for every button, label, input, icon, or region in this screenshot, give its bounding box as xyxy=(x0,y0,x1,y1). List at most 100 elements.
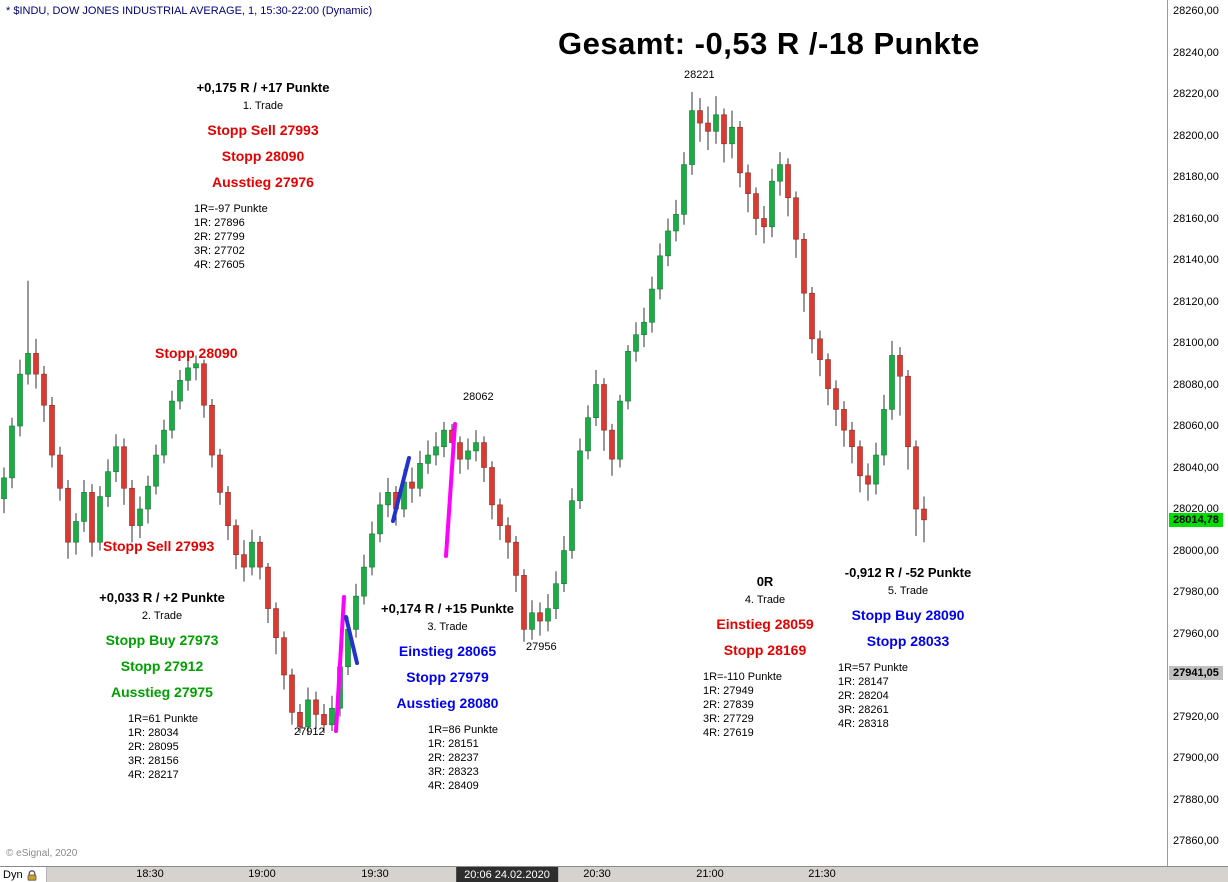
price-axis-label: 28040,00 xyxy=(1173,461,1219,474)
time-tick-label: 19:30 xyxy=(361,868,389,880)
trade-r-levels: 1R=57 Punkte 1R: 28147 2R: 28204 3R: 28261 4… xyxy=(838,661,988,731)
trade-r-line: 1R: 28151 xyxy=(428,738,479,750)
trade-action-line: Stopp 27912 xyxy=(120,658,204,674)
trade-action-line: Stopp 28033 xyxy=(866,633,950,649)
price-axis-label: 28100,00 xyxy=(1173,337,1219,349)
trade-r-line: 3R: 27702 xyxy=(194,245,245,257)
session-date-highlight: 20:06 24.02.2020 xyxy=(456,867,558,882)
trade-r-line: 3R: 27729 xyxy=(703,713,754,725)
trade-r-line: 2R: 27799 xyxy=(194,231,245,243)
trade-r-line: 1R: 28034 xyxy=(128,727,179,739)
lock-icon[interactable] xyxy=(27,869,37,881)
chart-area[interactable]: * $INDU, DOW JONES INDUSTRIAL AVERAGE, 1… xyxy=(0,0,1168,866)
time-tick-label: 21:30 xyxy=(808,868,836,880)
trade-action-line: Einstieg 28065 xyxy=(398,643,497,659)
trade-annotation-3[interactable]: +0,174 R / +15 Punkte 3. Trade Einstieg 28… xyxy=(365,601,530,793)
candle-bodies xyxy=(1,110,927,728)
trade-result: +0,175 R / +17 Punkte xyxy=(196,80,330,95)
trade-r-line: 4R: 27619 xyxy=(703,727,754,739)
time-tick-row: 18:30 19:00 19:30 20:30 21:00 21:30 20:06 24.0… xyxy=(0,867,1228,882)
trade-r-line: 2R: 28095 xyxy=(128,741,179,753)
chart-text-label[interactable]: 28221 xyxy=(684,69,715,81)
trade-name: 4. Trade xyxy=(744,594,786,606)
price-axis-label: 28000,00 xyxy=(1173,544,1219,557)
trade-name: 3. Trade xyxy=(427,621,468,633)
trade-result: -0,912 R / -52 Punkte xyxy=(844,565,972,580)
trade-result: +0,174 R / +15 Punkte xyxy=(381,601,514,616)
trade-r-line: 2R: 28237 xyxy=(428,752,479,764)
trade-name: 2. Trade xyxy=(141,610,183,622)
summary-heading[interactable]: Gesamt: -0,53 R /-18 Punkte xyxy=(558,26,980,61)
chart-text-label[interactable]: 27912 xyxy=(294,726,325,738)
price-axis-label: 28200,00 xyxy=(1173,129,1219,142)
trade-r-line: 4R: 28318 xyxy=(838,718,889,730)
price-axis[interactable]: 28260,00 28240,00 28220,00 28200,00 28180,00… xyxy=(1168,0,1228,866)
chart-text-label[interactable]: 28062 xyxy=(463,391,494,403)
trade-action-line: Stopp 28090 xyxy=(221,148,305,164)
time-tick-label: 21:00 xyxy=(696,868,724,880)
trade-result: +0,033 R / +2 Punkte xyxy=(99,590,225,605)
trend-lines[interactable] xyxy=(334,422,457,733)
price-axis-label: 28120,00 xyxy=(1173,295,1219,308)
trade-r-line: 1R: 27896 xyxy=(194,217,245,229)
trade-r-head: 1R=61 Punkte xyxy=(128,713,199,725)
price-axis-label: 27860,00 xyxy=(1173,835,1219,847)
trade-r-line: 3R: 28261 xyxy=(838,704,889,716)
trade-result: 0R xyxy=(756,574,774,589)
trade-action-line: Ausstieg 28080 xyxy=(396,695,499,711)
time-tick-label: 19:00 xyxy=(248,868,276,880)
trade-r-line: 1R: 27949 xyxy=(703,685,754,697)
price-axis-label: 28020,00 xyxy=(1173,503,1219,515)
price-level-tag: 27941,05 xyxy=(1169,665,1223,680)
trade-action-line: Stopp Buy 28090 xyxy=(851,607,965,623)
price-axis-label: 28180,00 xyxy=(1173,171,1219,183)
trade-r-line: 4R: 27605 xyxy=(194,259,245,271)
trade-action-line: Ausstieg 27976 xyxy=(212,174,314,190)
trade-r-levels: 1R=86 Punkte 1R: 28151 2R: 28237 3R: 28323 4… xyxy=(428,723,530,793)
price-axis-label: 28140,00 xyxy=(1173,254,1219,266)
copyright-label: © eSignal, 2020 xyxy=(6,848,78,859)
price-axis-label: 28260,00 xyxy=(1173,5,1219,17)
trade-r-line: 3R: 28323 xyxy=(428,766,479,778)
trade-r-line: 2R: 28204 xyxy=(838,690,889,702)
price-axis-label: 28080,00 xyxy=(1173,378,1219,391)
chart-title: * $INDU, DOW JONES INDUSTRIAL AVERAGE, 1… xyxy=(6,5,373,17)
chart-text-label[interactable]: Stopp 28090 xyxy=(155,345,238,361)
trade-r-line: 2R: 27839 xyxy=(703,699,754,711)
trade-annotation-4[interactable]: 0R 4. Trade Einstieg 28059 Stopp 28169 1R=-1… xyxy=(695,574,835,740)
trade-r-head: 1R=-97 Punkte xyxy=(194,203,268,215)
trade-annotation-2[interactable]: +0,033 R / +2 Punkte 2. Trade Stopp Buy 27… xyxy=(72,590,252,782)
trade-r-head: 1R=57 Punkte xyxy=(838,662,909,674)
chart-text-label[interactable]: Stopp Sell 27993 xyxy=(103,538,215,554)
price-chart-canvas[interactable] xyxy=(0,0,1167,866)
trade-r-levels: 1R=61 Punkte 1R: 28034 2R: 28095 3R: 28156 4… xyxy=(128,712,252,782)
trade-r-levels: 1R=-110 Punkte 1R: 27949 2R: 27839 3R: 2772… xyxy=(703,670,835,740)
trade-annotation-5[interactable]: -0,912 R / -52 Punkte 5. Trade Stopp Buy 2… xyxy=(828,565,988,731)
trade-action-line: Ausstieg 27975 xyxy=(111,684,213,700)
trade-r-line: 1R: 28147 xyxy=(838,676,889,688)
price-axis-label: 28220,00 xyxy=(1173,88,1219,100)
trade-r-head: 1R=86 Punkte xyxy=(428,724,499,736)
trade-action-line: Einstieg 28059 xyxy=(716,616,814,632)
trade-action-line: Stopp Sell 27993 xyxy=(207,122,319,138)
price-axis-label: 27960,00 xyxy=(1173,627,1219,640)
trade-r-line: 4R: 28409 xyxy=(428,780,479,792)
trade-action-line: Stopp Buy 27973 xyxy=(105,632,219,648)
trade-action-line: Stopp 27979 xyxy=(406,669,489,685)
time-axis[interactable]: Dyn 18:30 19:00 19:30 20:30 21:00 21:30 20:06 … xyxy=(0,866,1228,882)
status-cell: Dyn xyxy=(0,867,47,882)
price-axis-label: 28060,00 xyxy=(1173,420,1219,432)
trade-r-line: 3R: 28156 xyxy=(128,755,179,767)
trade-name: 1. Trade xyxy=(242,100,284,112)
trade-annotations-layer: +0,175 R / +17 Punkte 1. Trade Stopp Sell … xyxy=(72,69,988,793)
last-price-tag: 28014,78 xyxy=(1169,512,1223,527)
trade-r-line: 4R: 28217 xyxy=(128,769,179,781)
time-tick-label: 20:30 xyxy=(583,868,611,880)
price-axis-label: 27900,00 xyxy=(1173,752,1219,764)
trade-annotation-1[interactable]: +0,175 R / +17 Punkte 1. Trade Stopp Sell … xyxy=(178,80,348,272)
chart-text-label[interactable]: 27956 xyxy=(526,641,557,653)
price-axis-label: 28240,00 xyxy=(1173,46,1219,59)
price-axis-label: 27920,00 xyxy=(1173,710,1219,723)
trade-r-head: 1R=-110 Punkte xyxy=(703,671,782,683)
